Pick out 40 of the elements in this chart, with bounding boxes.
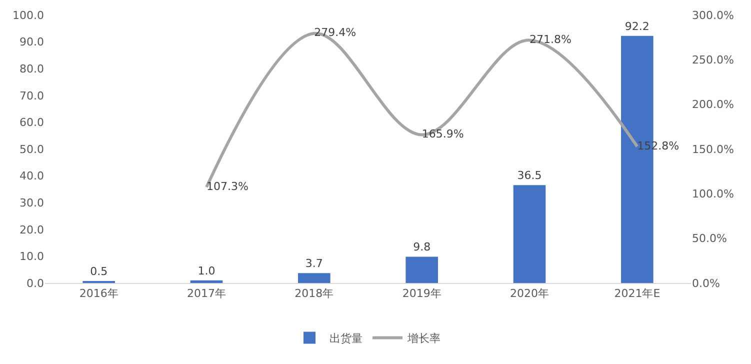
y-tick-label: 10.0 [20, 250, 44, 264]
y-tick-label: 100.0 [12, 8, 44, 22]
y-tick-label: 30.0 [20, 196, 44, 210]
x-tick-label: 2017年 [187, 287, 226, 300]
y2-tick-label: 250.0% [692, 54, 734, 67]
y2-tick-label: 150.0% [692, 142, 734, 156]
legend-label: 增长率 [406, 332, 440, 345]
y-tick-label: 90.0 [20, 36, 44, 49]
y-tick-label: 80.0 [20, 62, 44, 76]
data-label: 36.5 [517, 169, 542, 182]
data-label: 165.9% [422, 128, 464, 141]
y2-tick-label: 100.0% [692, 188, 734, 201]
data-label: 0.5 [90, 265, 108, 278]
legend-label: 出货量 [330, 332, 362, 345]
y-tick-label: 20.0 [20, 223, 44, 236]
bar [298, 273, 330, 283]
y-tick-label: 60.0 [20, 116, 44, 130]
y-tick-label: 0.0 [26, 276, 44, 290]
data-label: 92.2 [624, 20, 650, 33]
y2-tick-label: 200.0% [692, 98, 734, 112]
x-tick-label: 2019年 [402, 287, 442, 300]
y-tick-label: 40.0 [20, 170, 44, 183]
y2-tick-label: 300.0% [692, 8, 734, 22]
y2-tick-label: 0.0% [692, 276, 720, 290]
x-tick-label: 2018年 [294, 287, 334, 300]
data-label: 271.8% [530, 32, 572, 46]
bar [513, 185, 546, 283]
data-label: 1.0 [198, 264, 216, 278]
data-label: 3.7 [305, 257, 323, 270]
data-label: 107.3% [206, 180, 248, 193]
data-label: 9.8 [413, 240, 431, 254]
x-tick-label: 2020年 [510, 287, 549, 300]
bar [190, 280, 223, 283]
x-tick-label: 2021年E [614, 287, 660, 300]
data-label: 279.4% [314, 26, 356, 40]
bar [406, 256, 438, 283]
x-tick-label: 2016年 [79, 287, 118, 300]
y-tick-label: 50.0 [20, 142, 44, 156]
y-tick-label: 70.0 [20, 89, 44, 102]
y2-tick-label: 50.0% [692, 232, 727, 246]
